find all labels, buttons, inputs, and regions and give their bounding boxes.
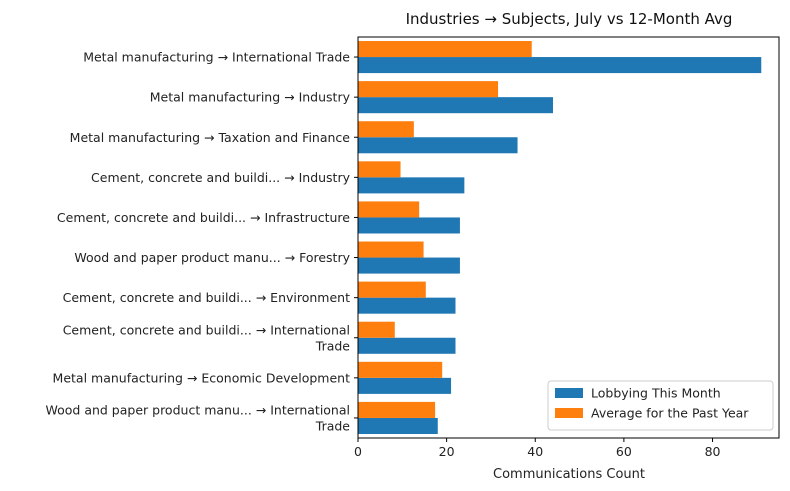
x-axis-label: Communications Count [493, 467, 645, 482]
y-tick-label: Metal manufacturing → Taxation and Finan… [70, 130, 351, 145]
bar-average-past-year [358, 121, 414, 138]
legend-swatch [555, 388, 583, 398]
bar-average-past-year [358, 161, 401, 178]
y-tick-label: Wood and paper product manu... → Forestr… [74, 250, 350, 265]
y-tick-label: Metal manufacturing → International Trad… [83, 50, 350, 65]
y-tick-label: Cement, concrete and buildi... → Infrast… [57, 210, 350, 225]
x-tick-label: 20 [439, 444, 455, 459]
y-tick-label: Cement, concrete and buildi... → Environ… [63, 290, 350, 305]
bar-lobbying-this-month [358, 177, 465, 194]
legend-label: Average for the Past Year [591, 406, 749, 421]
bar-lobbying-this-month [358, 57, 762, 74]
x-tick-label: 40 [527, 444, 543, 459]
x-tick-label: 0 [354, 444, 362, 459]
bar-lobbying-this-month [358, 97, 553, 114]
bar-average-past-year [358, 241, 424, 258]
y-tick-label: Trade [315, 418, 351, 433]
bar-average-past-year [358, 201, 420, 218]
bar-average-past-year [358, 41, 532, 58]
bar-average-past-year [358, 401, 436, 418]
bar-lobbying-this-month [358, 297, 456, 314]
bar-average-past-year [358, 281, 426, 298]
bar-lobbying-this-month [358, 337, 456, 354]
chart-title: Industries → Subjects, July vs 12-Month … [406, 10, 733, 28]
y-tick-label: Wood and paper product manu... → Interna… [45, 402, 350, 417]
y-tick-label: Cement, concrete and buildi... → Interna… [63, 322, 350, 337]
y-tick-label: Trade [315, 338, 351, 353]
bar-lobbying-this-month [358, 377, 452, 394]
y-tick-label: Metal manufacturing → Economic Developme… [53, 370, 351, 385]
bar-average-past-year [358, 81, 499, 98]
x-tick-label: 60 [616, 444, 632, 459]
bar-lobbying-this-month [358, 137, 518, 154]
bar-lobbying-this-month [358, 217, 460, 234]
y-tick-label: Cement, concrete and buildi... → Industr… [91, 170, 351, 185]
ticks-group: Metal manufacturing → International Trad… [45, 50, 720, 459]
bar-lobbying-this-month [358, 257, 460, 274]
legend-box [547, 380, 774, 431]
plot-frame [357, 36, 780, 439]
bar-lobbying-this-month [358, 417, 438, 434]
legend-swatch [555, 408, 583, 418]
y-tick-label: Metal manufacturing → Industry [150, 90, 351, 105]
legend-label: Lobbying This Month [591, 386, 721, 401]
bar-average-past-year [358, 321, 395, 338]
x-tick-label: 80 [705, 444, 721, 459]
legend: Lobbying This Month Average for the Past … [547, 380, 774, 431]
bar-average-past-year [358, 361, 443, 378]
bars-group [358, 41, 762, 434]
